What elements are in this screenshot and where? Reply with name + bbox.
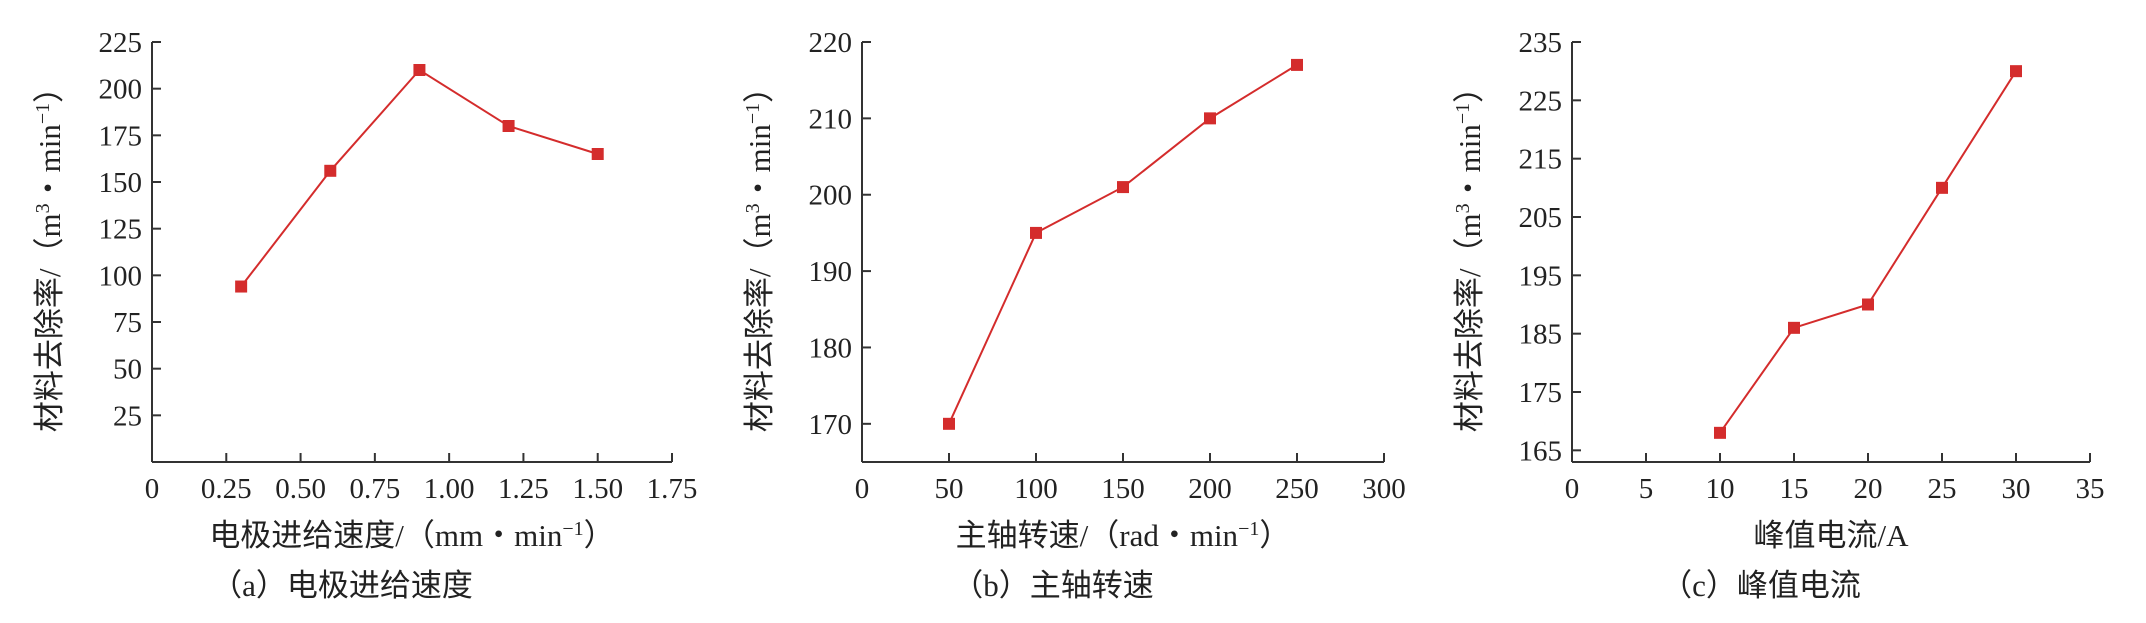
y-tick-label: 205 xyxy=(1519,202,1563,234)
x-tick-label: 0 xyxy=(855,473,870,505)
y-tick-label: 225 xyxy=(1519,85,1563,117)
x-tick-label: 5 xyxy=(1639,473,1654,505)
x-tick-label: 250 xyxy=(1275,473,1319,505)
x-tick-label: 50 xyxy=(935,473,964,505)
panel-caption: （a）电极进给速度 xyxy=(211,568,473,603)
y-axis-label-mid: ・min xyxy=(742,124,777,204)
y-axis-label-superscript: 3 xyxy=(32,203,54,213)
x-tick-label: 0.25 xyxy=(201,473,252,505)
x-tick-label: 0 xyxy=(145,473,160,505)
x-tick-label: 1.75 xyxy=(647,473,698,505)
x-axis-label: 主轴转速/（rad・min−1） xyxy=(956,518,1291,553)
x-axis-label: 电极进给速度/（mm・min−1） xyxy=(209,518,614,553)
y-tick-label: 210 xyxy=(809,103,853,135)
y-tick-label: 175 xyxy=(99,120,143,152)
y-tick-label: 50 xyxy=(113,354,142,386)
y-tick-label: 235 xyxy=(1519,27,1563,59)
x-tick-label: 1.50 xyxy=(572,473,623,505)
x-tick-label: 30 xyxy=(2002,473,2031,505)
y-tick-label: 225 xyxy=(99,27,143,59)
x-axis-label-text: 峰值电流/A xyxy=(1754,518,1910,553)
x-axis-label: 峰值电流/A xyxy=(1754,518,1910,553)
y-tick-label: 185 xyxy=(1519,319,1563,351)
y-axis-label-superscript-2: −1 xyxy=(32,103,54,124)
y-tick-label: 180 xyxy=(809,332,853,364)
x-axis-label-end: ） xyxy=(584,518,615,553)
y-tick-label: 170 xyxy=(809,409,853,441)
chart-panel-1: 0 50 100 150 200 250 300 170 180 190 200 210 220 主轴转速… xyxy=(742,27,1406,603)
y-tick-label: 150 xyxy=(99,167,143,199)
data-point-marker xyxy=(1714,426,1726,439)
y-tick-label: 100 xyxy=(99,260,143,292)
y-axis-label: 材料去除率/（m3・min−1） xyxy=(742,72,777,432)
y-axis-label: 材料去除率/（m3・min−1） xyxy=(1452,72,1487,432)
y-tick-label: 125 xyxy=(99,214,143,246)
data-point-marker xyxy=(1030,226,1042,239)
x-tick-label: 0.75 xyxy=(349,473,400,505)
x-axis-label-text: 电极进给速度/（mm・min xyxy=(209,518,563,553)
data-point-marker xyxy=(1788,321,1800,334)
series-line xyxy=(1719,70,2017,434)
data-point-marker xyxy=(1936,181,1948,194)
x-tick-label: 1.00 xyxy=(424,473,475,505)
x-tick-label: 1.25 xyxy=(498,473,549,505)
y-axis-label-end: ） xyxy=(742,72,777,103)
data-point-marker xyxy=(943,417,955,430)
series-line xyxy=(240,68,599,288)
chart-panel-0: 0 0.25 0.50 0.75 1.00 1.25 1.50 1.75 25 50 75 100 12… xyxy=(32,27,697,603)
y-axis-label-end: ） xyxy=(1452,72,1487,103)
data-point-marker xyxy=(235,280,248,293)
y-axis-label-text: 材料去除率/（m xyxy=(742,213,777,432)
data-point-marker xyxy=(502,120,515,132)
y-tick-label: 220 xyxy=(809,27,853,59)
y-axis-label-mid: ・min xyxy=(32,124,67,204)
data-point-marker xyxy=(1117,181,1129,194)
y-axis-label-superscript-2: −1 xyxy=(742,103,764,124)
y-tick-label: 195 xyxy=(1519,260,1563,292)
x-tick-label: 150 xyxy=(1101,473,1145,505)
x-tick-label: 200 xyxy=(1188,473,1232,505)
data-point-marker xyxy=(1291,58,1303,71)
panel-caption: （b）主轴转速 xyxy=(952,568,1154,603)
y-axis-label-text: 材料去除率/（m xyxy=(1452,213,1487,432)
y-axis-label: 材料去除率/（m3・min−1） xyxy=(32,72,67,432)
series-line xyxy=(948,64,1298,425)
y-tick-label: 200 xyxy=(99,74,143,106)
y-axis-label-text: 材料去除率/（m xyxy=(32,213,67,432)
x-tick-label: 0 xyxy=(1565,473,1580,505)
x-tick-label: 100 xyxy=(1014,473,1058,505)
data-point-marker xyxy=(2010,65,2022,78)
panel-caption: （c）峰值电流 xyxy=(1661,568,1861,603)
data-point-marker xyxy=(413,64,426,76)
x-axis-label-text: 主轴转速/（rad・min xyxy=(956,518,1239,553)
x-tick-label: 0.50 xyxy=(275,473,326,505)
y-tick-label: 200 xyxy=(809,180,853,212)
x-tick-label: 35 xyxy=(2076,473,2105,505)
y-tick-label: 175 xyxy=(1519,377,1563,409)
data-point-marker xyxy=(1204,112,1216,125)
x-axis-label-superscript: −1 xyxy=(562,518,583,540)
x-tick-label: 15 xyxy=(1780,473,1809,505)
y-axis-label-superscript: 3 xyxy=(742,203,764,213)
y-axis-label-mid: ・min xyxy=(1452,124,1487,204)
y-tick-label: 25 xyxy=(113,400,142,432)
data-point-marker xyxy=(1862,298,1874,311)
data-point-marker xyxy=(591,148,604,160)
y-axis-label-superscript-2: −1 xyxy=(1452,103,1474,124)
data-point-marker xyxy=(324,164,337,177)
x-tick-label: 25 xyxy=(1928,473,1957,505)
x-tick-label: 10 xyxy=(1706,473,1735,505)
x-tick-label: 20 xyxy=(1854,473,1883,505)
y-tick-label: 190 xyxy=(809,256,853,288)
x-axis-label-superscript: −1 xyxy=(1238,518,1259,540)
x-axis-label-end: ） xyxy=(1259,518,1290,553)
y-tick-label: 215 xyxy=(1519,144,1563,176)
y-axis-label-superscript: 3 xyxy=(1452,203,1474,213)
y-tick-label: 165 xyxy=(1519,435,1563,467)
x-tick-label: 300 xyxy=(1362,473,1406,505)
y-axis-label-end: ） xyxy=(32,72,67,103)
chart-panel-2: 0 5 10 15 20 25 30 35 165 175 185 195 205 215 225 235 峰值… xyxy=(1452,27,2105,603)
y-tick-label: 75 xyxy=(113,307,142,339)
